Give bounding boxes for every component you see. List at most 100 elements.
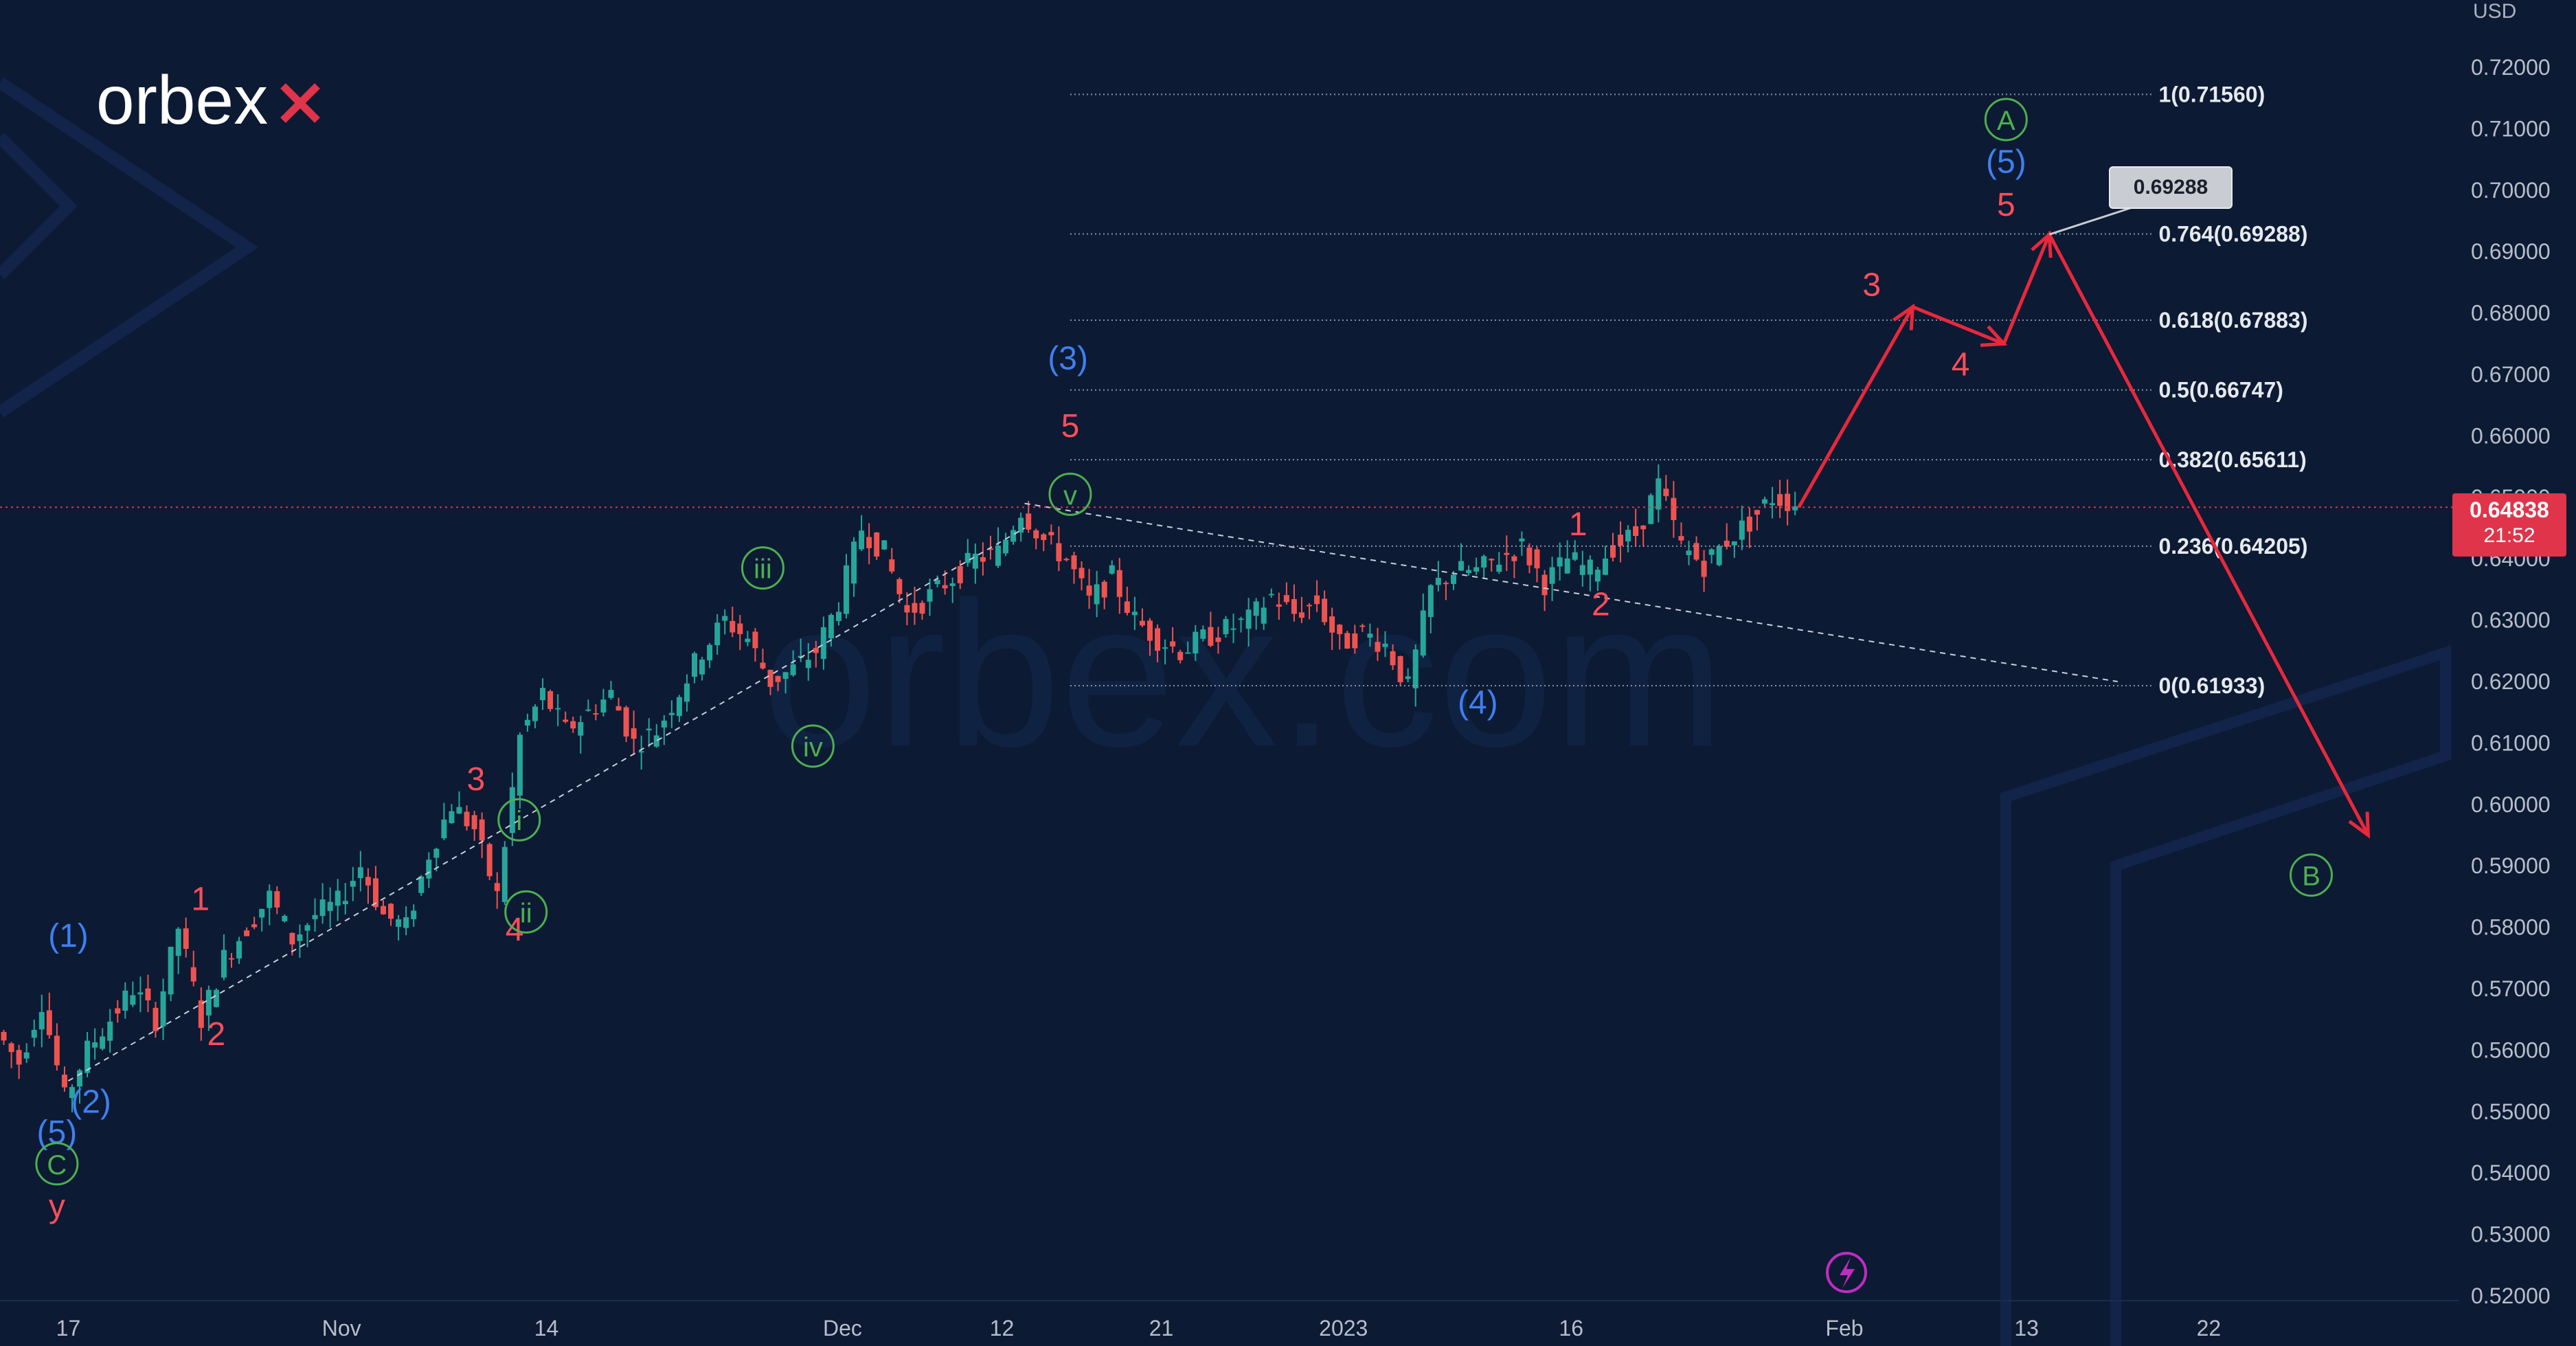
candle-body	[1579, 565, 1585, 575]
candle-body	[638, 751, 644, 753]
candle-body	[335, 890, 341, 906]
x-axis[interactable]: 17 Nov 14 Dec 12 21 2023 16 Feb 13 22	[0, 1300, 2459, 1341]
candle-body	[282, 915, 288, 921]
candle-body	[949, 583, 956, 586]
candle-body	[1155, 628, 1161, 651]
candle-body	[1026, 513, 1032, 530]
candle-body	[229, 958, 235, 960]
y-axis[interactable]: 0.52000 0.53000 0.54000 0.55000 0.56000 0.570…	[2471, 55, 2551, 1308]
candle-body	[851, 541, 857, 584]
logo-mark: orbex	[96, 62, 320, 139]
candle-body	[722, 616, 728, 621]
candle-body	[1754, 510, 1760, 515]
candle-body	[600, 699, 607, 713]
candle-body	[1640, 525, 1647, 530]
candle-body	[1177, 651, 1184, 660]
candle-body	[835, 612, 841, 621]
candle-body	[433, 849, 440, 858]
candle-body	[1625, 530, 1631, 542]
trend-channel-lines	[67, 502, 2118, 1081]
candle-body	[1746, 516, 1752, 532]
y-tick-label: 0.61000	[2471, 730, 2551, 755]
candle-body	[1337, 625, 1343, 634]
candle-body	[380, 906, 386, 915]
candle-body	[912, 603, 918, 613]
candle-body	[714, 622, 721, 646]
candle-body	[524, 719, 530, 726]
candle-body	[1010, 530, 1017, 542]
candle-body	[1003, 539, 1009, 554]
flash-icon[interactable]	[1826, 1252, 1867, 1293]
target-price-callout: 0.69288	[2109, 166, 2233, 209]
candle-body	[828, 614, 834, 639]
x-tick-label: Nov	[322, 1316, 361, 1341]
candle-body	[213, 989, 219, 1007]
candle-body	[221, 950, 227, 978]
wave-label: iv	[803, 732, 823, 763]
y-tick-label: 0.70000	[2471, 178, 2551, 203]
wave-label-circle	[504, 890, 548, 934]
candle-body	[547, 691, 554, 709]
x-tick-label: 14	[534, 1316, 559, 1341]
candle-body	[137, 992, 144, 995]
current-price-tag: 0.64838 21:52	[2452, 493, 2566, 557]
candle-body	[1307, 605, 1313, 607]
wave-label: (1)	[48, 918, 89, 954]
fib-level-label: 0.764(0.69288)	[2158, 221, 2307, 246]
candle-body	[540, 688, 546, 701]
candle-body	[1230, 628, 1236, 630]
candle-body	[1572, 552, 1578, 560]
candle-body	[1458, 561, 1465, 571]
candle-body	[69, 1087, 75, 1099]
wave-label: ii	[520, 898, 532, 928]
candle-body	[532, 706, 538, 721]
candle-body	[1739, 520, 1745, 540]
candle-body	[1708, 549, 1715, 555]
x-tick-label: 16	[1559, 1316, 1583, 1341]
candle-body	[244, 930, 250, 936]
candle-body	[1291, 598, 1297, 614]
wave-label: i	[516, 806, 522, 836]
candle-body	[1405, 676, 1411, 680]
candle-body	[1777, 494, 1783, 506]
candle-body	[115, 1008, 121, 1014]
fib-level-label: 0(0.61933)	[2158, 673, 2265, 698]
wave-label: C	[47, 1150, 67, 1180]
candle-body	[631, 728, 637, 739]
wave-label-circle	[791, 724, 835, 768]
candle-body	[1761, 499, 1767, 504]
candle-body	[934, 579, 940, 585]
candle-body	[267, 890, 273, 908]
candle-body	[16, 1050, 22, 1065]
candle-body	[1352, 633, 1358, 649]
candle-body	[866, 537, 872, 548]
candle-body	[820, 627, 826, 660]
candle-body	[578, 721, 584, 736]
wave-label-circle	[1048, 472, 1092, 516]
candle-body	[1663, 489, 1669, 497]
forecast-arrowhead	[1980, 325, 2008, 348]
candle-body	[1131, 612, 1138, 616]
candle-body	[426, 860, 432, 879]
candle-body	[1504, 552, 1510, 555]
candle-body	[411, 910, 417, 919]
candle-body	[844, 565, 850, 614]
candle-body	[555, 708, 561, 710]
candle-body	[1018, 517, 1024, 533]
candle-body	[1420, 610, 1426, 656]
logo-text: orbex	[96, 69, 268, 137]
x-tick-label: Feb	[1825, 1316, 1863, 1341]
candle-body	[1526, 547, 1533, 565]
candle-body	[980, 557, 986, 562]
candle-body	[1671, 497, 1677, 520]
y-tick-label: 0.68000	[2471, 301, 2551, 326]
wave-label-circle	[497, 798, 541, 842]
fib-level-label: 0.618(0.67883)	[2158, 308, 2307, 333]
candle-body	[1564, 558, 1570, 574]
candle-body	[1466, 570, 1472, 574]
x-tick-label: 12	[990, 1316, 1015, 1341]
y-tick-label: 0.71000	[2471, 116, 2551, 141]
candle-body	[471, 815, 477, 829]
candle-body	[1078, 568, 1085, 579]
